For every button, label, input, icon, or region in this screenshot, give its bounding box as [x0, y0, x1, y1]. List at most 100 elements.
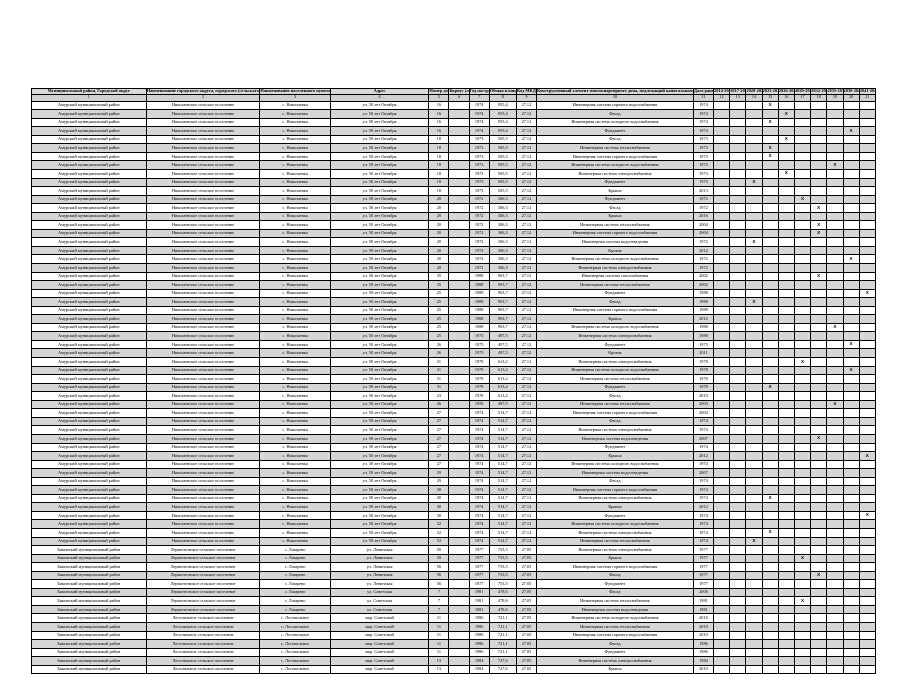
- cell-year: 1988: [468, 322, 490, 333]
- cell-address: ул. 50 лет Октября: [329, 382, 430, 393]
- cell-date: 2012: [692, 314, 715, 324]
- cell-municipality: Амурский муниципальный район: [31, 288, 147, 299]
- cell-settlement: Николаевское сельское поселение: [145, 468, 261, 478]
- cell-p2038: [842, 502, 860, 512]
- cell-house: 30: [428, 502, 450, 512]
- cell-p2023: [761, 485, 779, 495]
- cell-settlement: Николаевское сельское поселение: [145, 305, 261, 316]
- cell-code: 27.12: [515, 220, 537, 230]
- cell-building: [448, 117, 470, 128]
- cell-p2014: [712, 545, 731, 555]
- cell-settlement: Николаевское сельское поселение: [145, 211, 261, 222]
- cell-p2035: [826, 151, 844, 162]
- cell-code: 27.12: [515, 151, 537, 162]
- cell-building: [448, 639, 470, 649]
- cell-locality: с. Николаевка: [259, 194, 331, 205]
- cell-p2029: [793, 169, 812, 179]
- cell-settlement: Николаевское сельское поселение: [145, 245, 261, 256]
- cell-element: Инженерная система холодного водоснабжен…: [535, 613, 694, 623]
- table-row: Амурский муниципальный район Николаевское…: [31, 451, 877, 461]
- table-row: Бикинский муниципальный район Лесопильное…: [31, 622, 877, 632]
- cell-p2017: [729, 374, 747, 384]
- cell-p2035: [826, 339, 844, 350]
- cell-building: [448, 604, 470, 615]
- cell-p2041: [858, 280, 877, 290]
- cell-p2020: [745, 228, 763, 239]
- cell-p2029: [793, 271, 812, 282]
- cell-settlement: Лермонтовское сельское поселение: [145, 587, 261, 598]
- cell-date: 1974: [692, 519, 715, 529]
- cell-building: [448, 245, 470, 256]
- cell-house: 50: [428, 545, 450, 555]
- cell-p2032: X: [810, 220, 828, 230]
- cell-date: 1974: [692, 485, 715, 495]
- header-label-row: Муниципальный район, Городской округ Наим…: [31, 88, 877, 95]
- cell-p2041: [858, 177, 877, 188]
- cell-p2023: [761, 237, 779, 247]
- cell-p2014: [712, 186, 731, 196]
- cell-p2017: [729, 664, 747, 674]
- cell-municipality: Амурский муниципальный район: [31, 160, 147, 170]
- cell-p2014: [712, 519, 731, 529]
- cell-p2020: X: [745, 536, 763, 547]
- table-row: Амурский муниципальный район Николаевское…: [31, 160, 877, 170]
- cell-year: 1974: [468, 519, 490, 529]
- cell-p2041: [858, 502, 877, 512]
- cell-settlement: Николаевское сельское поселение: [145, 519, 261, 529]
- cell-building: [448, 126, 470, 136]
- cell-p2038: [842, 562, 860, 572]
- cell-building: [448, 408, 470, 418]
- table-row: Бикинский муниципальный район Лесопильное…: [31, 639, 877, 649]
- cell-code: 27.12: [515, 263, 537, 273]
- table-row: Бикинский муниципальный район Лермонтовск…: [31, 570, 877, 581]
- cell-house: 30: [428, 510, 450, 521]
- cell-p2020: [745, 126, 763, 136]
- column-number-p2020: 14: [745, 93, 763, 102]
- cell-address: ул. 50 лет Октября: [329, 305, 430, 316]
- cell-settlement: Николаевское сельское поселение: [145, 194, 261, 205]
- cell-house: 18: [428, 186, 450, 196]
- cell-code: 27.12: [515, 331, 537, 341]
- cell-code: 27.12: [515, 245, 537, 256]
- cell-address: мкр. Советский: [329, 630, 430, 641]
- cell-house: 20: [428, 220, 450, 230]
- cell-p2023: [761, 126, 779, 136]
- column-header-element: Конструктивный элемент многоквартирного …: [535, 88, 694, 95]
- cell-p2017: [729, 613, 747, 623]
- cell-element: Крыша: [535, 211, 694, 222]
- cell-p2023: [761, 186, 779, 196]
- cell-area: 306,3: [488, 211, 517, 222]
- column-header-year: Год постройки: [468, 88, 490, 95]
- cell-p2032: [810, 169, 828, 179]
- cell-date: 1986: [692, 647, 715, 658]
- cell-building: [448, 459, 470, 470]
- cell-locality: с. Лазарево: [259, 596, 331, 606]
- table-row: Бикинский муниципальный район Лесопильное…: [31, 664, 877, 674]
- cell-element: Кровля: [535, 348, 694, 359]
- cell-p2017: [729, 322, 747, 333]
- cell-p2026: [777, 579, 795, 589]
- cell-p2038: [842, 579, 860, 589]
- cell-code: 27.12: [515, 476, 537, 487]
- cell-p2032: [810, 194, 828, 205]
- cell-house: 33: [428, 536, 450, 547]
- cell-p2017: [729, 339, 747, 350]
- cell-p2017: [729, 468, 747, 478]
- cell-locality: с. Николаевка: [259, 151, 331, 162]
- cell-house: 20: [428, 237, 450, 247]
- cell-p2023: [761, 451, 779, 461]
- cell-address: ул. 50 лет Октября: [329, 297, 430, 307]
- cell-locality: с. Николаевка: [259, 339, 331, 350]
- cell-settlement: Николаевское сельское поселение: [145, 109, 261, 119]
- cell-year: 1978: [468, 357, 490, 367]
- cell-house: 20: [428, 254, 450, 264]
- cell-p2023: [761, 348, 779, 359]
- table-row: Амурский муниципальный район Николаевское…: [31, 348, 877, 359]
- cell-element: Инженерная система теплоснабжения: [535, 280, 694, 290]
- cell-code: 27.12: [515, 211, 537, 222]
- cell-p2017: [729, 186, 747, 196]
- cell-element: Фасад: [535, 476, 694, 487]
- cell-p2020: [745, 245, 763, 256]
- cell-area: 505,5: [488, 160, 517, 170]
